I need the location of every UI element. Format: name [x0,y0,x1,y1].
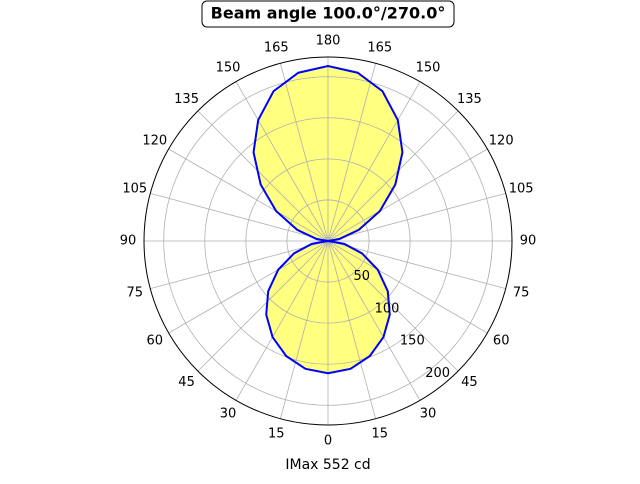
theta-tick-label: 15 [371,427,388,442]
theta-tick-label: 30 [220,407,237,422]
grid-line [197,110,329,242]
grid-line [150,240,329,290]
theta-tick-label: 180 [316,34,341,49]
theta-tick-label: 105 [122,182,147,197]
grid-line [327,240,488,334]
grid-line [197,240,329,372]
r-tick-label: 200 [425,366,450,381]
outer-frame [143,56,513,426]
grid-line [150,192,329,242]
grid-line [327,110,459,242]
title-box [201,0,455,28]
grid-line [327,81,421,242]
grid-line [327,192,506,242]
r-tick-label: 150 [400,334,425,349]
theta-tick-label: 90 [120,234,137,249]
theta-tick-label: 150 [416,60,441,75]
chart-title: Beam angle 100.0°/270.0° [211,4,446,23]
grid-line [327,240,459,372]
theta-tick-label: 75 [513,285,530,300]
theta-tick-label: 15 [268,427,285,442]
grid-line [327,63,377,242]
theta-tick-label: 150 [216,60,241,75]
theta-tick-label: 105 [509,182,534,197]
theta-tick-label: 165 [367,40,392,55]
theta-tick-label: 45 [178,375,195,390]
theta-tick-label: 30 [420,407,437,422]
r-tick-label: 50 [353,269,370,284]
grid-line [235,81,329,242]
theta-tick-label: 75 [127,285,144,300]
grid-line [327,240,377,419]
theta-tick-label: 0 [324,434,332,449]
theta-tick-label: 120 [142,134,167,149]
grid-line [168,240,329,334]
theta-tick-label: 90 [520,234,537,249]
r-tick-label: 100 [375,301,400,316]
theta-tick-label: 60 [493,334,510,349]
grid-line [327,148,488,242]
theta-tick-label: 165 [264,40,289,55]
theta-tick-label: 120 [489,134,514,149]
x-axis-label: IMax 552 cd [285,457,370,473]
grid-line [327,240,506,290]
grid-line [327,240,421,401]
intensity-curve [252,65,404,375]
grid-line [235,240,329,401]
grid-line [168,148,329,242]
theta-tick-label: 135 [174,92,199,107]
theta-tick-label: 60 [147,334,164,349]
grid-line [279,240,329,419]
grid-line [279,63,329,242]
theta-tick-label: 45 [461,375,478,390]
theta-tick-label: 135 [457,92,482,107]
